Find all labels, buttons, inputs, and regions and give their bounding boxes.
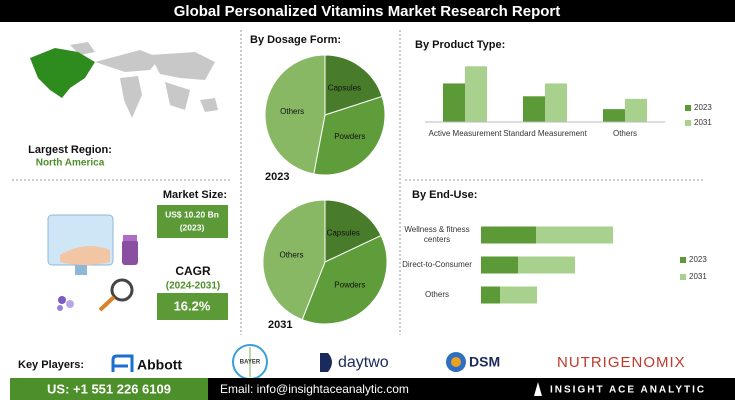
pie-slice bbox=[324, 199, 382, 263]
phone-box bbox=[10, 378, 208, 400]
slice-label: Powders bbox=[334, 280, 365, 289]
market-size-label: Market Size: bbox=[163, 189, 227, 201]
brand-logo bbox=[534, 382, 542, 396]
region-value: North America bbox=[36, 158, 105, 169]
cagr-value: 16.2% bbox=[174, 298, 211, 313]
separators bbox=[12, 30, 705, 335]
bar bbox=[481, 286, 500, 304]
slice-label: Others bbox=[280, 107, 304, 116]
abbott-logo bbox=[111, 354, 134, 372]
company: BAYER bbox=[240, 360, 261, 366]
slice-label: Powders bbox=[334, 132, 365, 141]
bar bbox=[500, 286, 537, 304]
bar bbox=[625, 98, 647, 122]
chart-subtitle: 2023 bbox=[265, 171, 289, 183]
chart-title: By End-Use: bbox=[412, 189, 477, 201]
bar bbox=[536, 226, 613, 244]
title: Global Personalized Vitamins Market Rese… bbox=[174, 3, 561, 20]
legend-swatch bbox=[685, 120, 691, 126]
cagr-label: CAGR bbox=[175, 264, 211, 278]
x-tick-label: Standard Measurement bbox=[503, 129, 587, 138]
region-label: Largest Region: bbox=[28, 144, 112, 156]
legend-label: 2031 bbox=[689, 272, 707, 281]
slice-label: Capsules bbox=[327, 228, 360, 237]
company: daytwo bbox=[338, 354, 389, 371]
company: DSM bbox=[469, 354, 500, 370]
pie-slice bbox=[301, 234, 388, 325]
chart-subtitle: 2031 bbox=[268, 319, 292, 331]
bar bbox=[443, 83, 465, 122]
bar bbox=[523, 96, 545, 122]
legend-label: 2023 bbox=[689, 255, 707, 264]
cagr-period: (2024-2031) bbox=[166, 281, 220, 292]
slice-label: Others bbox=[279, 251, 303, 260]
north-america bbox=[30, 48, 95, 98]
phone: US: +1 551 226 6109 bbox=[47, 381, 171, 396]
illustration bbox=[47, 214, 138, 312]
pie-slice bbox=[262, 199, 326, 321]
key-players-label: Key Players: bbox=[18, 359, 84, 371]
chart-title: By Dosage Form: bbox=[250, 34, 341, 46]
bar bbox=[518, 256, 575, 274]
market-size-value: US$ 10.20 Bn bbox=[165, 209, 219, 219]
market-size-year: (2023) bbox=[180, 222, 205, 232]
bar bbox=[481, 226, 536, 244]
cagr-box bbox=[157, 293, 228, 320]
y-tick-label: Direct-to-Consumer bbox=[402, 260, 472, 269]
y-tick-label: Wellness & fitness centers bbox=[404, 225, 470, 244]
legend-label: 2031 bbox=[694, 118, 712, 127]
footer-bar bbox=[208, 378, 735, 400]
daytwo-logo bbox=[320, 353, 332, 372]
pie-slice bbox=[324, 54, 383, 116]
company: Abbott bbox=[137, 357, 182, 373]
world-map bbox=[70, 42, 218, 118]
bar bbox=[545, 83, 567, 122]
chart-title: By Product Type: bbox=[415, 39, 505, 51]
header-bar bbox=[0, 0, 735, 22]
y-tick-label: Others bbox=[424, 290, 449, 299]
legend-label: 2023 bbox=[694, 103, 712, 112]
slice-label: Capsules bbox=[328, 83, 361, 92]
x-tick-label: Others bbox=[612, 129, 637, 138]
legend-swatch bbox=[685, 105, 691, 111]
legend-swatch bbox=[680, 257, 686, 263]
market-size-box bbox=[157, 205, 228, 238]
legend-swatch bbox=[680, 274, 686, 280]
pie-slice bbox=[264, 54, 326, 175]
pie-slice bbox=[313, 95, 386, 176]
dsm-logo bbox=[451, 357, 461, 367]
brand: INSIGHT ACE ANALYTIC bbox=[550, 385, 706, 396]
bar bbox=[481, 256, 518, 274]
company: NUTRIGENOMIX bbox=[557, 354, 686, 371]
bar bbox=[603, 109, 625, 122]
x-tick-label: Active Measurement bbox=[428, 129, 502, 138]
bar bbox=[465, 66, 487, 122]
email: Email: info@insightaceanalytic.com bbox=[220, 382, 409, 396]
